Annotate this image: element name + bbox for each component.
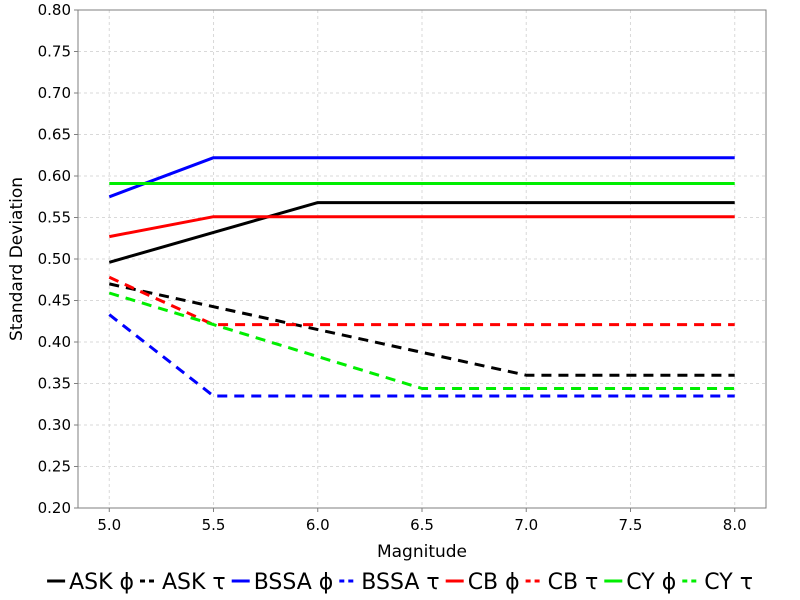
x-tick-label: 7.5 bbox=[619, 516, 643, 534]
y-axis-label: Standard Deviation bbox=[7, 177, 27, 341]
y-tick-label: 0.70 bbox=[38, 84, 71, 102]
legend-label: BSSA ϕ bbox=[254, 570, 334, 595]
series-line-bssa-τ bbox=[108, 313, 735, 398]
legend-item: BSSA τ bbox=[339, 570, 440, 595]
x-tick-label: 5.0 bbox=[97, 516, 121, 534]
series-line-cb-τ bbox=[108, 275, 735, 327]
legend-label: CY τ bbox=[704, 570, 753, 595]
series-line-ask-τ bbox=[108, 282, 735, 377]
y-axis-ticks: 0.20 0.25 0.30 0.35 0.40 0.45 0.50 0.55 0.60 0.65… bbox=[38, 1, 78, 517]
x-axis-label: Magnitude bbox=[377, 542, 467, 562]
series-line-ask-ϕ bbox=[108, 201, 735, 264]
x-axis-ticks: 5.0 5.5 6.0 6.5 7.0 7.5 8.0 bbox=[97, 508, 747, 534]
x-tick-label: 6.0 bbox=[306, 516, 330, 534]
x-tick-label: 5.5 bbox=[202, 516, 226, 534]
y-tick-label: 0.65 bbox=[38, 126, 71, 144]
series-line-cy-τ bbox=[108, 291, 735, 390]
legend-item: ASK ϕ bbox=[47, 570, 134, 595]
y-tick-label: 0.30 bbox=[38, 416, 71, 434]
y-tick-label: 0.25 bbox=[38, 458, 71, 476]
legend-item: ASK τ bbox=[140, 570, 226, 595]
legend-label: CB τ bbox=[548, 570, 599, 595]
legend-item: BSSA ϕ bbox=[231, 570, 334, 595]
legend-item: CB τ bbox=[525, 570, 599, 595]
x-tick-label: 6.5 bbox=[410, 516, 434, 534]
y-tick-label: 0.45 bbox=[38, 292, 71, 310]
y-tick-label: 0.80 bbox=[38, 1, 71, 19]
legend-label: CY ϕ bbox=[626, 570, 676, 595]
series-line-cb-ϕ bbox=[109, 215, 735, 239]
legend: ASK ϕ ASK τ BSSA ϕ BSSA τ CB ϕ CB τ CY ϕ CY τ bbox=[47, 570, 753, 595]
x-tick-label: 8.0 bbox=[723, 516, 747, 534]
legend-item: CB ϕ bbox=[445, 570, 520, 595]
y-tick-label: 0.60 bbox=[38, 167, 71, 185]
legend-item: CY τ bbox=[682, 570, 753, 595]
legend-label: ASK ϕ bbox=[69, 570, 134, 595]
y-tick-label: 0.50 bbox=[38, 250, 71, 268]
legend-label: ASK τ bbox=[162, 570, 226, 595]
legend-label: BSSA τ bbox=[361, 570, 439, 595]
y-tick-label: 0.55 bbox=[38, 209, 71, 227]
legend-label: CB ϕ bbox=[468, 570, 520, 595]
y-tick-label: 0.40 bbox=[38, 333, 71, 351]
legend-item: CY ϕ bbox=[604, 570, 676, 595]
series-lines bbox=[108, 156, 735, 398]
y-tick-label: 0.20 bbox=[38, 499, 71, 517]
x-tick-label: 7.0 bbox=[514, 516, 538, 534]
y-tick-label: 0.35 bbox=[38, 375, 71, 393]
y-tick-label: 0.75 bbox=[38, 43, 71, 61]
